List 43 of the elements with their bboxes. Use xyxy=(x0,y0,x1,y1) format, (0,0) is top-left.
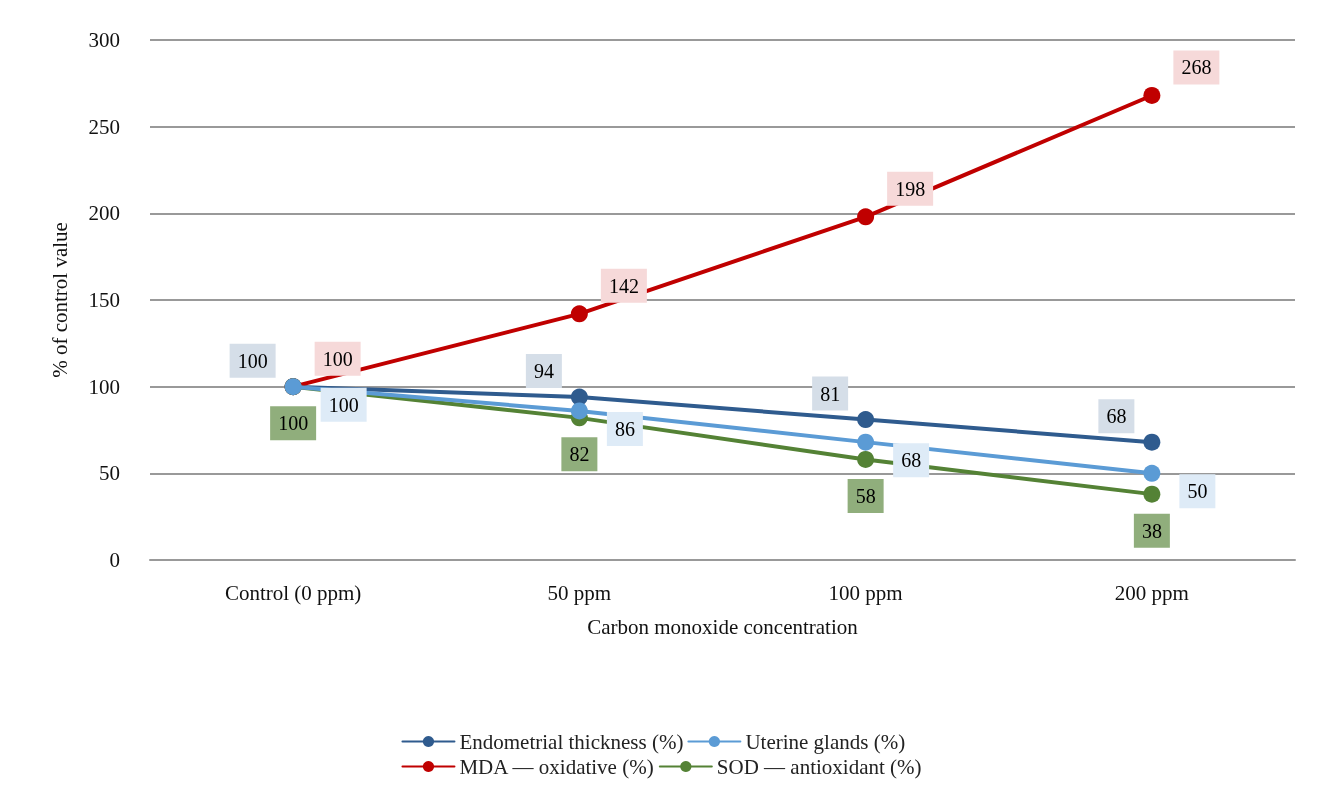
point xyxy=(857,433,875,451)
legend-label: Uterine glands (%) xyxy=(745,729,906,754)
data-label: 100 xyxy=(237,349,268,372)
x-tick-label: 50 ppm xyxy=(547,580,612,605)
data-label: 100 xyxy=(278,412,309,435)
y-tick-label: 300 xyxy=(88,28,120,52)
point xyxy=(1143,433,1161,451)
data-label: 81 xyxy=(820,382,841,405)
data-label: 142 xyxy=(608,274,639,297)
point xyxy=(857,411,875,429)
data-label: 268 xyxy=(1181,56,1212,79)
data-label: 50 xyxy=(1187,480,1208,503)
legend-label: SOD — antioxidant (%) xyxy=(716,754,922,779)
data-label: 38 xyxy=(1141,519,1162,542)
data-label: 58 xyxy=(855,484,876,507)
data-label: 100 xyxy=(328,393,359,416)
data-label: 68 xyxy=(901,449,922,472)
data-label: 68 xyxy=(1106,405,1127,428)
x-tick-label: 200 ppm xyxy=(1114,580,1189,605)
data-label: 94 xyxy=(533,360,554,383)
y-tick-label: 200 xyxy=(88,201,120,226)
y-tick-label: 150 xyxy=(88,288,120,312)
data-label: 198 xyxy=(895,177,926,200)
point xyxy=(857,450,875,468)
legend-label: Endometrial thickness (%) xyxy=(459,729,684,754)
point xyxy=(1143,86,1161,104)
point xyxy=(570,402,588,420)
data-label: 100 xyxy=(322,347,353,370)
data-label: 82 xyxy=(569,443,590,466)
point xyxy=(857,208,875,226)
x-axis-title: Carbon monoxide concentration xyxy=(587,614,859,639)
y-axis-title: % of control value xyxy=(47,222,72,378)
y-tick-label: 250 xyxy=(88,114,120,139)
legend-label: MDA — oxidative (%) xyxy=(459,754,654,779)
y-tick-label: 50 xyxy=(99,461,120,486)
point xyxy=(1143,464,1161,482)
x-tick-label: Control (0 ppm) xyxy=(224,580,362,605)
point xyxy=(570,305,588,323)
point xyxy=(1143,485,1161,503)
x-tick-label: 100 ppm xyxy=(828,580,903,605)
y-tick-label: 0 xyxy=(109,548,120,572)
data-label: 86 xyxy=(614,417,635,440)
y-tick-label: 100 xyxy=(88,374,120,399)
